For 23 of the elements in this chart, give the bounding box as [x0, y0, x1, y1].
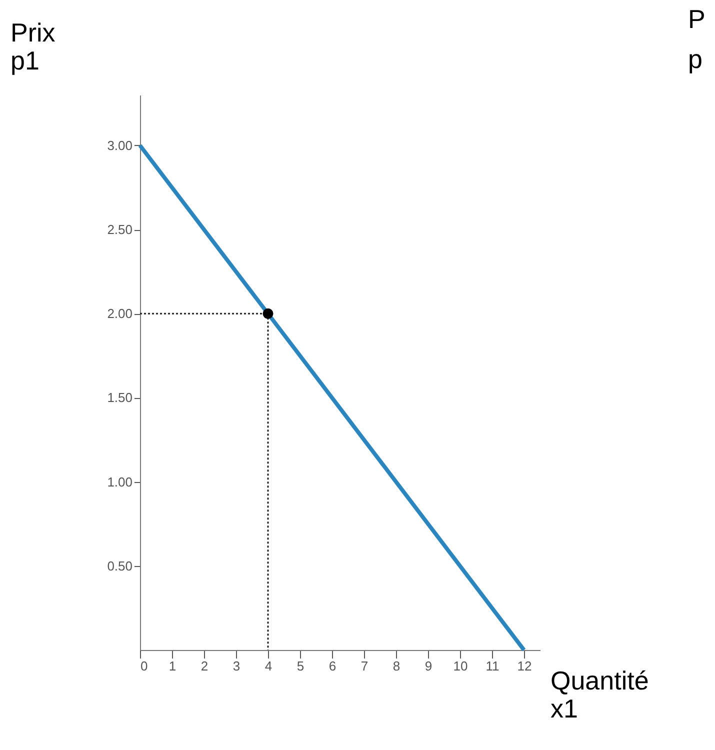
y-tick-label: 3.00: [107, 138, 132, 153]
x-tick-label: 6: [328, 658, 336, 674]
x-tick-label: 8: [392, 658, 400, 674]
y-tick-label: 1.50: [107, 390, 132, 406]
x-tick-label: 2: [200, 658, 208, 674]
y-tick-label: 1.00: [107, 474, 132, 490]
x-tick-label: 9: [424, 658, 432, 674]
x-axis-title: Quantité x1: [550, 666, 649, 724]
x-tick-label: 1: [168, 658, 176, 674]
x-tick-label: 5: [296, 658, 304, 674]
text: p: [688, 44, 702, 74]
y-tick-label: 0.50: [107, 558, 132, 574]
x-tick-label: 10: [453, 658, 468, 674]
y-tick-label: 2.50: [107, 222, 132, 238]
x-tick-label: 11: [486, 658, 500, 674]
x-tick-label: 3: [232, 658, 240, 674]
x-tick-label: 7: [360, 658, 368, 674]
text: P: [688, 4, 706, 34]
y-axis-title: Prix p1: [10, 18, 56, 76]
x-tick-label: 12: [517, 658, 532, 674]
x-tick-label: 0: [140, 658, 148, 674]
x-tick-label: 4: [264, 658, 272, 674]
y-tick-label: 2.00: [107, 306, 132, 322]
